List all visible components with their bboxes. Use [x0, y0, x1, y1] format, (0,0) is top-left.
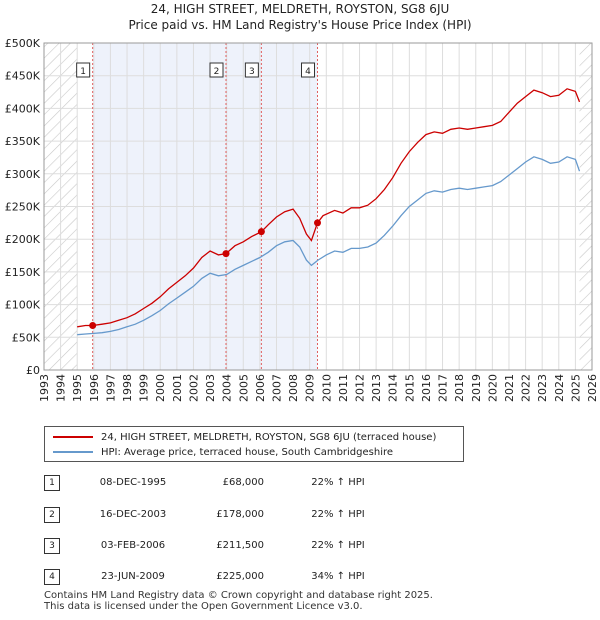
- x-tick-label: 1997: [104, 374, 117, 402]
- sale-marker-label: 4: [305, 67, 311, 77]
- x-tick-label: 2011: [337, 374, 350, 402]
- sale-marker-box: [209, 62, 224, 78]
- hpi-series-line: [77, 156, 581, 336]
- sale-marker-label: 2: [214, 67, 220, 77]
- footer-copyright: Contains HM Land Registry data © Crown c…: [44, 590, 433, 601]
- x-tick-label: 2001: [171, 374, 184, 402]
- x-tick-label: 2004: [221, 374, 234, 402]
- y-tick-label: £500K: [5, 37, 41, 50]
- y-tick-label: £0: [26, 364, 40, 377]
- sale-date: 08-DEC-1995: [99, 477, 167, 488]
- sale-hpi-diff: 34% ↑ HPI: [311, 571, 365, 582]
- sale-point: [314, 219, 322, 227]
- sale-number-badge: 1: [44, 475, 60, 491]
- y-tick-label: £350K: [5, 135, 41, 148]
- x-tick-label: 1999: [138, 374, 151, 402]
- price-chart: 1 2 3 4 £0 £50K £100K £150K £200K £250K £300K £350K…: [5, 37, 599, 402]
- property-series-line: [77, 88, 581, 328]
- legend-hpi-label: HPI: Average price, terraced house, Sout…: [101, 446, 394, 458]
- y-tick-label: £50K: [12, 331, 41, 344]
- sale-hpi-diff: 22% ↑ HPI: [311, 509, 365, 520]
- x-tick-label: 2010: [320, 374, 333, 402]
- x-tick-label: 2005: [237, 374, 250, 402]
- plot-frame: [43, 42, 593, 371]
- sale-row: 4 23-JUN-2009 £225,000 34% ↑ HPI: [44, 566, 464, 586]
- legend-hpi-swatch: [53, 451, 93, 453]
- y-tick-label: £100K: [5, 299, 41, 312]
- x-tick-label: 2016: [420, 374, 433, 402]
- chart-title: 24, HIGH STREET, MELDRETH, ROYSTON, SG8 …: [150, 2, 450, 16]
- x-tick-label: 2014: [387, 374, 400, 402]
- x-tick-label: 1994: [55, 374, 68, 402]
- footer-licence: This data is licensed under the Open Gov…: [44, 601, 363, 612]
- sale-number-badge: 4: [44, 569, 60, 585]
- footer-attribution: Contains HM Land Registry data © Crown c…: [44, 590, 433, 612]
- y-tick-label: £200K: [5, 233, 41, 246]
- x-tick-label: 2003: [204, 374, 217, 402]
- sale-hpi-diff: 22% ↑ HPI: [311, 540, 365, 551]
- sale-date: 16-DEC-2003: [99, 509, 167, 520]
- x-tick-label: 2015: [403, 374, 416, 402]
- x-tick-label: 2008: [287, 374, 300, 402]
- x-tick-label: 2017: [437, 374, 450, 402]
- legend-item-property: 24, HIGH STREET, MELDRETH, ROYSTON, SG8 …: [53, 430, 436, 444]
- chart-legend: 24, HIGH STREET, MELDRETH, ROYSTON, SG8 …: [44, 426, 464, 462]
- sale-price: £211,500: [216, 540, 264, 551]
- sale-marker-label: 1: [80, 67, 86, 77]
- x-tick-label: 1995: [71, 374, 84, 402]
- sale-number-badge: 2: [44, 507, 60, 523]
- sale-price: £68,000: [222, 477, 264, 488]
- x-tick-label: 2023: [536, 374, 549, 402]
- sale-number-badge: 3: [44, 538, 60, 554]
- x-tick-label: 2000: [154, 374, 167, 402]
- sale-date: 23-JUN-2009: [101, 571, 165, 582]
- x-tick-label: 1998: [121, 374, 134, 402]
- sale-row: 2 16-DEC-2003 £178,000 22% ↑ HPI: [44, 504, 464, 524]
- y-tick-label: £300K: [5, 168, 41, 181]
- x-tick-label: 2012: [354, 374, 367, 402]
- y-tick-label: £250K: [5, 201, 41, 214]
- sale-point: [222, 250, 230, 258]
- x-tick-label: 2007: [270, 374, 283, 402]
- sale-marker-box: [76, 62, 91, 78]
- x-tick-label: 1996: [88, 374, 101, 402]
- sale-date: 03-FEB-2006: [100, 540, 166, 551]
- sale-price: £225,000: [216, 571, 264, 582]
- sale-marker-box: [301, 62, 316, 78]
- sale-point: [89, 322, 97, 330]
- legend-property-label: 24, HIGH STREET, MELDRETH, ROYSTON, SG8 …: [101, 431, 437, 443]
- x-tick-label: 2026: [586, 374, 599, 402]
- x-tick-label: 2021: [503, 374, 516, 402]
- x-tick-label: 2009: [304, 374, 317, 402]
- x-tick-label: 2022: [520, 374, 533, 402]
- y-tick-label: £450K: [5, 70, 41, 83]
- x-tick-label: 2013: [370, 374, 383, 402]
- y-tick-label: £150K: [5, 266, 41, 279]
- sale-row: 1 08-DEC-1995 £68,000 22% ↑ HPI: [44, 472, 464, 492]
- x-tick-label: 2019: [470, 374, 483, 402]
- x-tick-label: 2006: [254, 374, 267, 402]
- legend-property-swatch: [53, 436, 93, 438]
- legend-item-hpi: HPI: Average price, terraced house, Sout…: [53, 445, 393, 459]
- x-tick-label: 2020: [486, 374, 499, 402]
- sale-point: [257, 228, 265, 236]
- chart-subtitle: Price paid vs. HM Land Registry's House …: [128, 18, 472, 32]
- x-tick-label: 2024: [553, 374, 566, 402]
- sale-row: 3 03-FEB-2006 £211,500 22% ↑ HPI: [44, 535, 464, 555]
- sale-hpi-diff: 22% ↑ HPI: [311, 477, 365, 488]
- x-tick-label: 2002: [187, 374, 200, 402]
- y-tick-label: £400K: [5, 102, 41, 115]
- sale-marker-label: 3: [249, 67, 255, 77]
- x-tick-label: 2018: [453, 374, 466, 402]
- sale-marker-box: [244, 62, 259, 78]
- sale-price: £178,000: [216, 509, 264, 520]
- x-tick-label: 1993: [38, 374, 51, 402]
- x-tick-label: 2025: [569, 374, 582, 402]
